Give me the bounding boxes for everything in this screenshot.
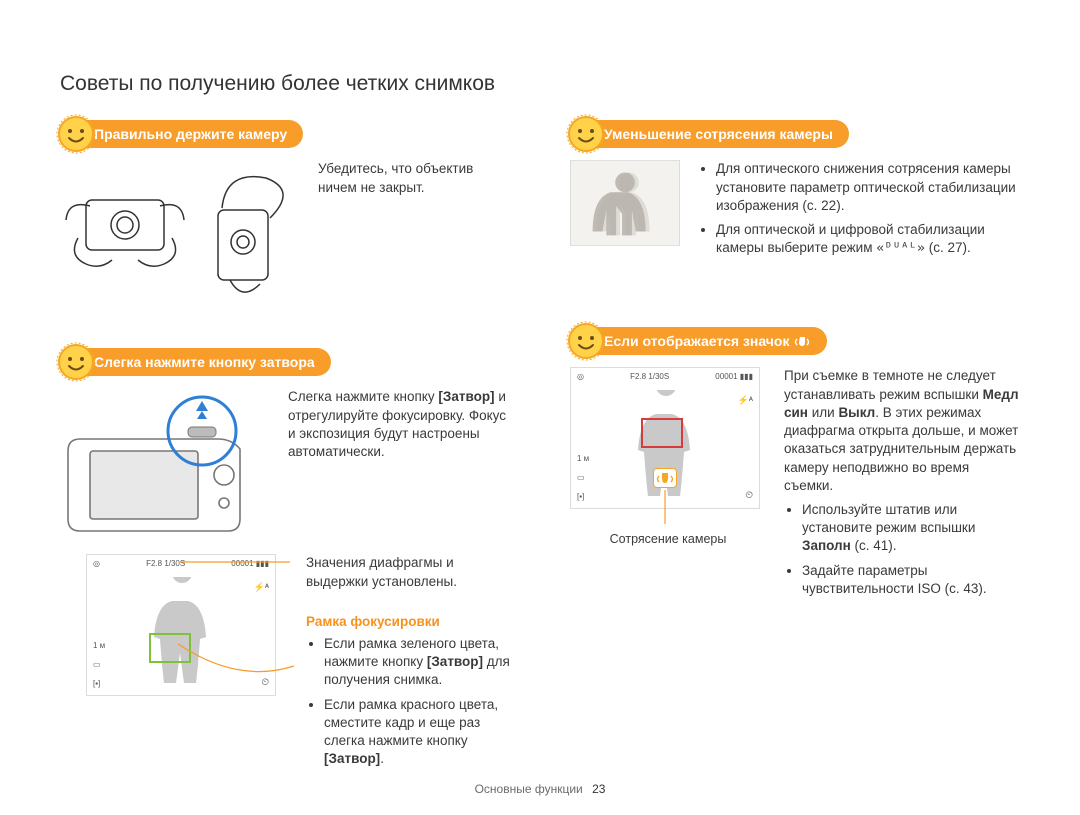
shake-notes: При съемке в темноте не следует устанавл… <box>784 367 1020 604</box>
size-icon: 1 ᴍ <box>577 454 589 465</box>
two-column-layout: Правильно держите камеру <box>60 120 1020 804</box>
shutter-keyword: [Затвор] <box>324 751 380 766</box>
text: Слегка нажмите кнопку <box>288 389 438 404</box>
section-heading-text: Уменьшение сотрясения камеры <box>604 125 833 144</box>
bracket-icon: [▪] <box>93 679 105 690</box>
page-footer: Основные функции 23 <box>0 781 1080 797</box>
mode-icon: ◎ <box>577 372 584 383</box>
shutter-keyword: [Затвор] <box>427 654 483 669</box>
footer-page-number: 23 <box>592 782 605 796</box>
manual-page: Советы по получению более четких снимков <box>0 0 1080 805</box>
section-heading-pill: Правильно держите камеру <box>60 120 303 148</box>
smiley-icon <box>566 114 606 154</box>
flash-icon: ⚡ᴬ <box>254 581 269 593</box>
shake-warning-icon <box>653 468 677 488</box>
lcd-preview-red: ◎ F2.8 1/30S 00001 ▮▮▮ ⚡ᴬ 1 ᴍ ▭ [▪] ⏲ <box>570 367 760 509</box>
hold-camera-note: Убедитесь, что объектив ничем не закрыт. <box>318 160 510 196</box>
person-silhouette <box>142 577 222 687</box>
focus-box-green <box>149 633 191 663</box>
fstop: F2.8 <box>146 559 162 568</box>
text: (с. 27). <box>925 240 971 255</box>
section-half-press: Слегка нажмите кнопку затвора <box>60 348 510 774</box>
smiley-icon <box>566 321 606 361</box>
exposure-note: Значения диафрагмы и выдержки установлен… <box>306 554 510 590</box>
section-heading-pill: Если отображается значок <box>570 327 827 355</box>
footer-label: Основные функции <box>475 782 583 796</box>
size-icon: 1 ᴍ <box>93 641 105 652</box>
focus-green-note: Если рамка зеленого цвета, нажмите кнопк… <box>324 635 510 690</box>
section-heading-pill: Уменьшение сотрясения камеры <box>570 120 849 148</box>
half-press-note: Слегка нажмите кнопку [Затвор] и отрегул… <box>288 388 510 461</box>
text: . <box>380 751 384 766</box>
bold: Выкл <box>838 405 875 420</box>
shake-caption: Сотрясение камеры <box>570 531 766 548</box>
bracket-icon: [▪] <box>577 492 589 503</box>
list-item: Для оптического снижения сотрясения каме… <box>716 160 1020 215</box>
shutter-keyword: [Затвор] <box>438 389 494 404</box>
fstop: F2.8 <box>630 372 646 381</box>
section-shake-icon: Если отображается значок ◎ F2.8 1/30S 00… <box>570 327 1020 604</box>
lcd-callouts: Значения диафрагмы и выдержки установлен… <box>306 554 510 774</box>
camera-shutter-illustration <box>60 388 270 548</box>
shutter: 1/30S <box>648 372 669 381</box>
section-heading-text: Слегка нажмите кнопку затвора <box>94 353 315 372</box>
section-heading-text: Если отображается значок <box>604 332 811 351</box>
reduce-shake-list: Для оптического снижения сотрясения каме… <box>698 160 1020 263</box>
blurry-photo-thumb <box>570 160 680 246</box>
shutter: 1/30S <box>164 559 185 568</box>
left-column: Правильно держите камеру <box>60 120 510 804</box>
text: При съемке в темноте не следует устанавл… <box>784 368 996 401</box>
focus-frame-head: Рамка фокусировки <box>306 613 510 631</box>
list-item: Для оптической и цифровой стабилизации к… <box>716 221 1020 257</box>
list-item: Используйте штатив или установите режим … <box>802 501 1020 556</box>
smiley-icon <box>56 114 96 154</box>
focus-box-red <box>641 418 683 448</box>
flash-icon: ⚡ᴬ <box>738 394 753 406</box>
focus-red-note: Если рамка красного цвета, сместите кадр… <box>324 696 510 769</box>
text: Если рамка красного цвета, сместите кадр… <box>324 697 498 748</box>
lcd-preview-green: ◎ F2.8 1/30S 00001 ▮▮▮ ⚡ᴬ 1 ᴍ ▭ [▪] ⏲ <box>86 554 276 696</box>
timer-icon: ⏲ <box>261 676 269 690</box>
list-item: Задайте параметры чувствительности ISO (… <box>802 562 1020 598</box>
text: Если отображается значок <box>604 333 793 349</box>
right-column: Уменьшение сотрясения камеры <box>570 120 1020 804</box>
smiley-icon <box>56 342 96 382</box>
counter: 00001 <box>715 372 737 381</box>
lcd-with-caption: ◎ F2.8 1/30S 00001 ▮▮▮ ⚡ᴬ 1 ᴍ ▭ [▪] ⏲ <box>570 367 766 548</box>
section-heading-pill: Слегка нажмите кнопку затвора <box>60 348 331 376</box>
counter: 00001 <box>231 559 253 568</box>
section-hold-camera: Правильно держите камеру <box>60 120 510 300</box>
page-title: Советы по получению более четких снимков <box>60 70 1020 98</box>
dual-mode-icon: «ᴰᵁᴬᴸ» <box>876 240 925 256</box>
bold: Заполн <box>802 538 851 553</box>
text: Используйте штатив или установите режим … <box>802 502 975 535</box>
timer-icon: ⏲ <box>745 489 753 503</box>
text: (с. 41). <box>851 538 897 553</box>
hold-camera-illustration <box>60 160 300 300</box>
section-heading-text: Правильно держите камеру <box>94 125 287 144</box>
text: или <box>808 405 838 420</box>
section-reduce-shake: Уменьшение сотрясения камеры <box>570 120 1020 263</box>
hand-shake-icon <box>793 334 811 348</box>
mode-icon: ◎ <box>93 559 100 570</box>
